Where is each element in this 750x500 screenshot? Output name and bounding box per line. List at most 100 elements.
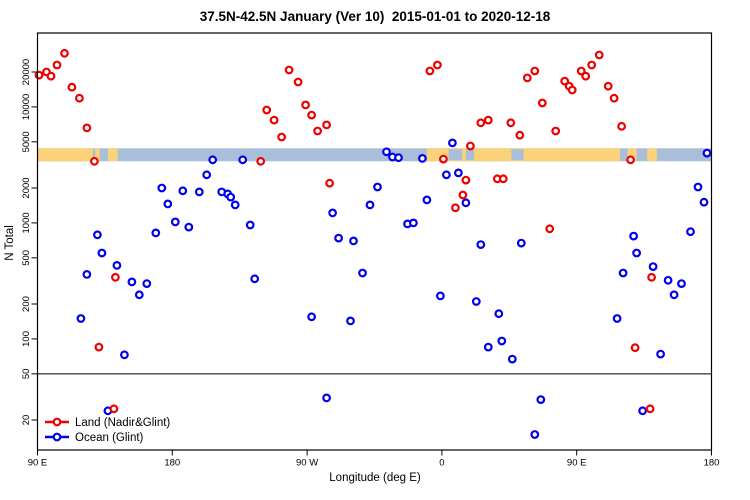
data-point <box>307 110 317 120</box>
data-point <box>349 236 358 246</box>
data-point <box>612 314 622 323</box>
data-point <box>458 190 468 200</box>
data-point <box>471 297 481 306</box>
chart-title: 37.5N-42.5N January (Ver 10) 2015-01-01 … <box>199 9 551 24</box>
data-point <box>92 230 102 240</box>
y-tick-label: 500 <box>21 250 32 266</box>
data-point <box>358 268 367 278</box>
data-point <box>669 290 679 300</box>
data-point <box>537 98 547 108</box>
data-point <box>325 178 335 188</box>
data-point <box>656 349 665 359</box>
data-point <box>497 336 507 346</box>
y-tick-label: 200 <box>21 296 32 312</box>
data-point <box>284 65 294 75</box>
data-point <box>663 275 673 285</box>
data-point <box>334 233 344 243</box>
data-point <box>638 406 647 416</box>
map-strip-land-segment <box>95 148 100 162</box>
x-tick-label: 180 <box>704 458 720 469</box>
data-point <box>46 71 56 81</box>
y-tick-label: 50 <box>21 369 32 380</box>
data-point <box>693 182 703 192</box>
data-point <box>609 93 619 103</box>
plot-border <box>36 32 713 451</box>
data-point <box>522 73 532 83</box>
data-point <box>439 154 448 164</box>
data-point <box>119 350 129 360</box>
data-point <box>110 272 120 282</box>
data-point <box>94 342 104 352</box>
y-tick-label: 1000 <box>21 212 32 233</box>
data-point <box>109 404 119 414</box>
data-point <box>461 175 471 185</box>
data-point <box>194 187 204 197</box>
legend-marker <box>52 432 62 442</box>
map-strip-land-segment <box>627 148 637 162</box>
data-point <box>322 393 332 403</box>
data-point <box>76 314 86 323</box>
data-point <box>307 312 317 322</box>
data-point <box>373 182 382 192</box>
data-point <box>226 192 236 202</box>
data-point <box>67 82 77 92</box>
data-point <box>581 71 591 81</box>
data-point <box>506 118 516 128</box>
data-point <box>632 248 641 258</box>
data-point <box>89 156 99 166</box>
legend-marker <box>52 417 62 427</box>
map-strip-land-segment <box>647 148 657 162</box>
x-axis-title: Longitude (deg E) <box>329 472 421 484</box>
data-point <box>409 218 418 228</box>
data-point <box>208 155 218 165</box>
data-point <box>328 208 338 218</box>
data-point <box>142 279 152 289</box>
data-point <box>507 354 517 364</box>
legend-label: Land (Nadir&Glint) <box>75 417 170 429</box>
data-point <box>262 105 272 115</box>
data-point <box>645 404 655 414</box>
data-point <box>536 395 546 405</box>
data-point <box>545 224 555 234</box>
data-point <box>560 76 570 86</box>
data-point <box>346 316 355 326</box>
data-point <box>594 50 604 60</box>
data-point <box>82 270 92 279</box>
data-point <box>163 199 173 209</box>
data-point <box>442 170 451 180</box>
data-point <box>250 274 260 284</box>
data-point <box>515 130 525 140</box>
data-point <box>365 200 375 210</box>
data-point <box>530 430 540 439</box>
data-point <box>170 217 180 227</box>
data-point <box>34 70 44 80</box>
y-tick-label: 2000 <box>21 177 32 198</box>
y-axis-title: N Total <box>4 225 16 261</box>
data-point <box>702 148 712 158</box>
data-point <box>418 153 427 163</box>
data-point <box>551 126 561 136</box>
y-tick-label: 10000 <box>21 94 32 120</box>
data-point <box>483 115 493 125</box>
y-tick-label: 100 <box>21 331 32 347</box>
data-point <box>603 81 613 91</box>
data-point <box>256 156 266 166</box>
data-point <box>301 100 311 110</box>
data-point <box>516 238 526 248</box>
data-point <box>647 272 656 282</box>
x-tick-label: 180 <box>164 458 180 469</box>
data-point <box>157 183 167 193</box>
data-point <box>127 277 137 287</box>
data-point <box>52 60 62 70</box>
data-point <box>151 228 161 238</box>
data-point <box>626 155 635 165</box>
data-point <box>567 85 577 95</box>
data-point <box>454 168 463 178</box>
data-point <box>82 123 92 133</box>
x-tick-label: 0 <box>439 458 444 469</box>
data-point <box>277 132 287 142</box>
data-point <box>74 93 84 103</box>
map-strip-land-segment <box>37 148 93 162</box>
